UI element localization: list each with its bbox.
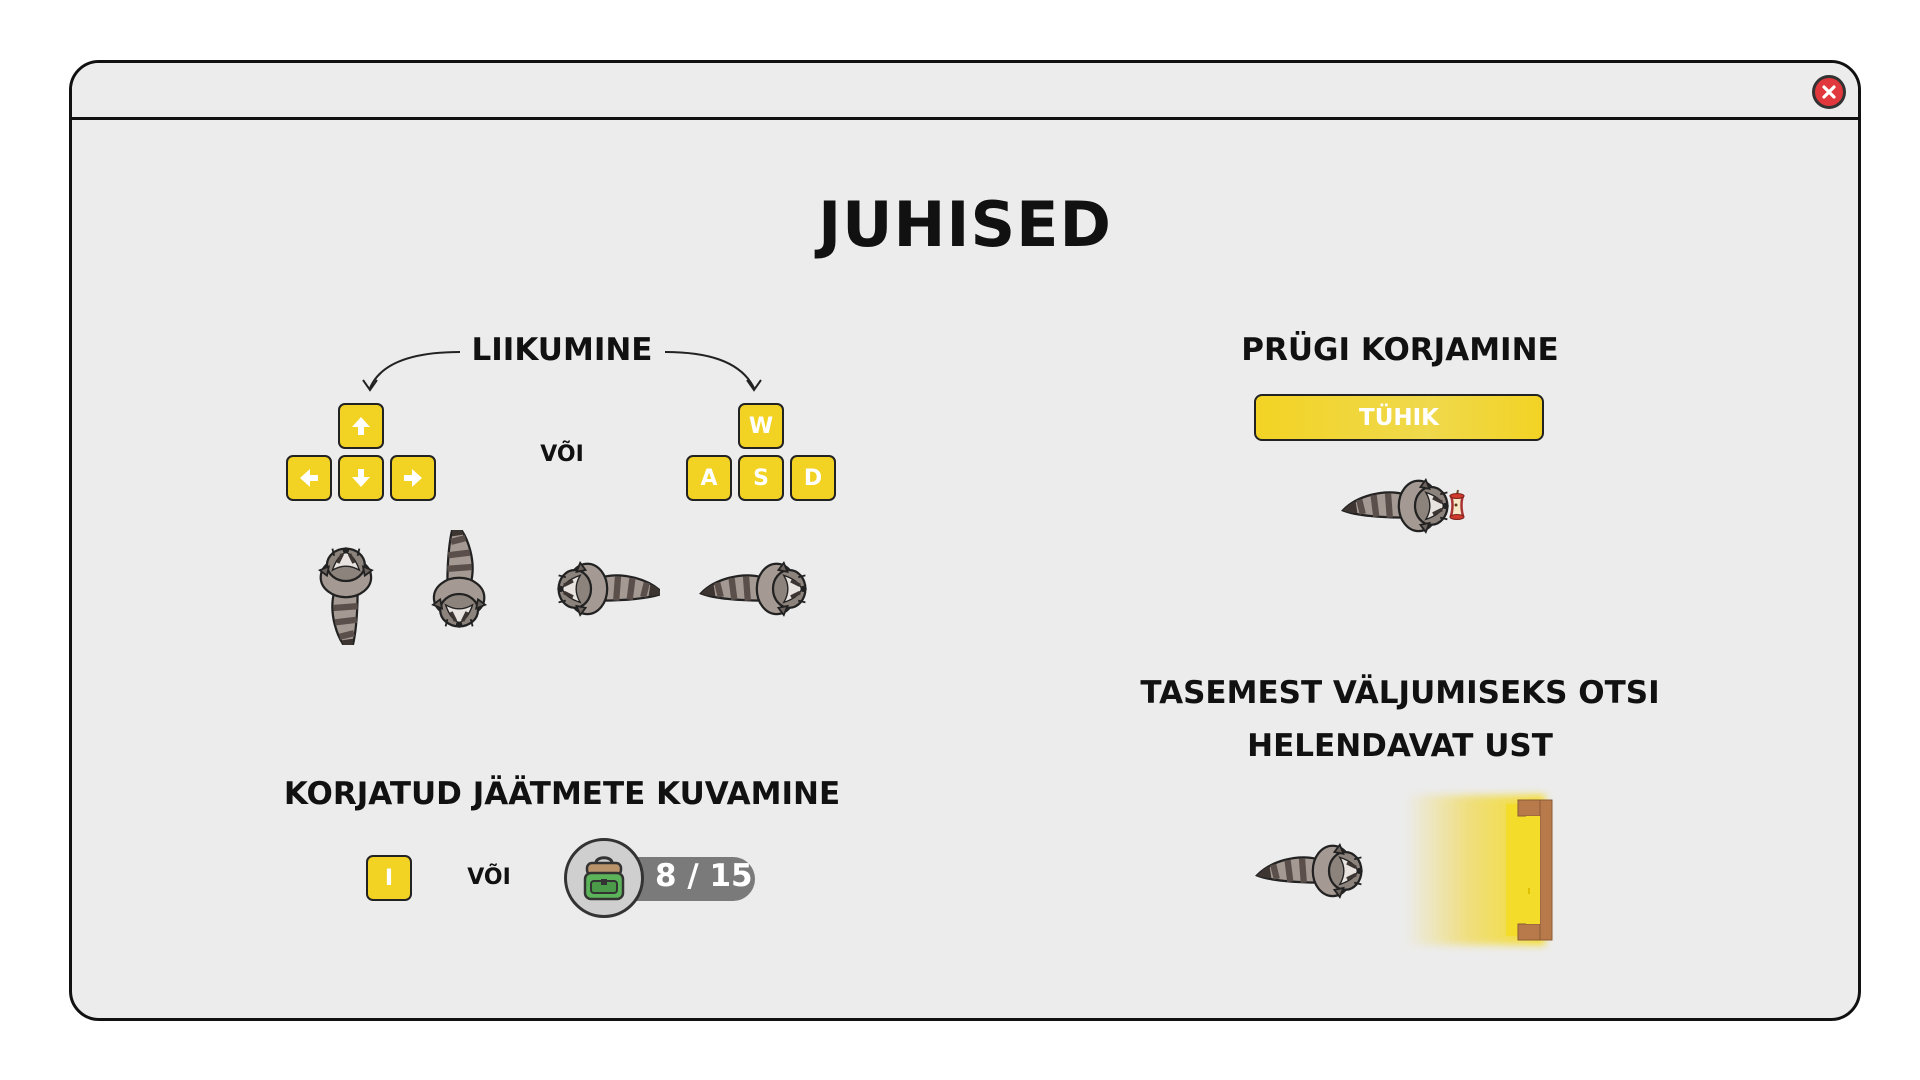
backpack-icon [583,856,625,901]
window-titlebar [72,63,1858,120]
raccoon-exit-icon [1244,830,1374,910]
inventory-or-label: VÕI [467,865,511,890]
raccoon-facing-right-icon [698,548,818,628]
raccoon-facing-left-icon [540,548,660,628]
movement-arrows-decoration [362,351,762,392]
backpack-button[interactable] [564,838,644,918]
exit-heading-line2: HELENDAVAT UST [1247,728,1553,764]
close-icon [1822,85,1836,99]
key-s: S [738,455,784,501]
raccoon-facing-down-icon [415,530,505,645]
key-right [390,455,436,501]
key-w: W [738,403,784,449]
key-a: A [686,455,732,501]
raccoon-facing-up-icon [300,530,390,645]
key-i: I [366,855,412,901]
glowing-door-icon [1506,799,1553,941]
key-d: D [790,455,836,501]
pickup-heading: PRÜGI KORJAMINE [1241,332,1559,368]
movement-or-label: VÕI [540,442,584,467]
exit-heading-line1: TASEMEST VÄLJUMISEKS OTSI [1140,675,1660,711]
key-down [338,455,384,501]
inventory-heading: KORJATUD JÄÄTMETE KUVAMINE [283,776,841,812]
close-button[interactable] [1812,75,1846,109]
down-arrow-icon [352,469,370,487]
page-title: JUHISED [818,188,1112,261]
key-up [338,403,384,449]
apple-core-icon [1449,489,1465,520]
left-arrow-icon [300,469,318,487]
key-left [286,455,332,501]
movement-heading: LIIKUMINE [471,332,653,368]
key-space: TÜHIK [1254,394,1544,441]
up-arrow-icon [352,417,370,435]
inventory-count: 8 / 15 [655,858,753,894]
right-arrow-icon [404,469,422,487]
raccoon-pickup-icon [1330,465,1460,545]
